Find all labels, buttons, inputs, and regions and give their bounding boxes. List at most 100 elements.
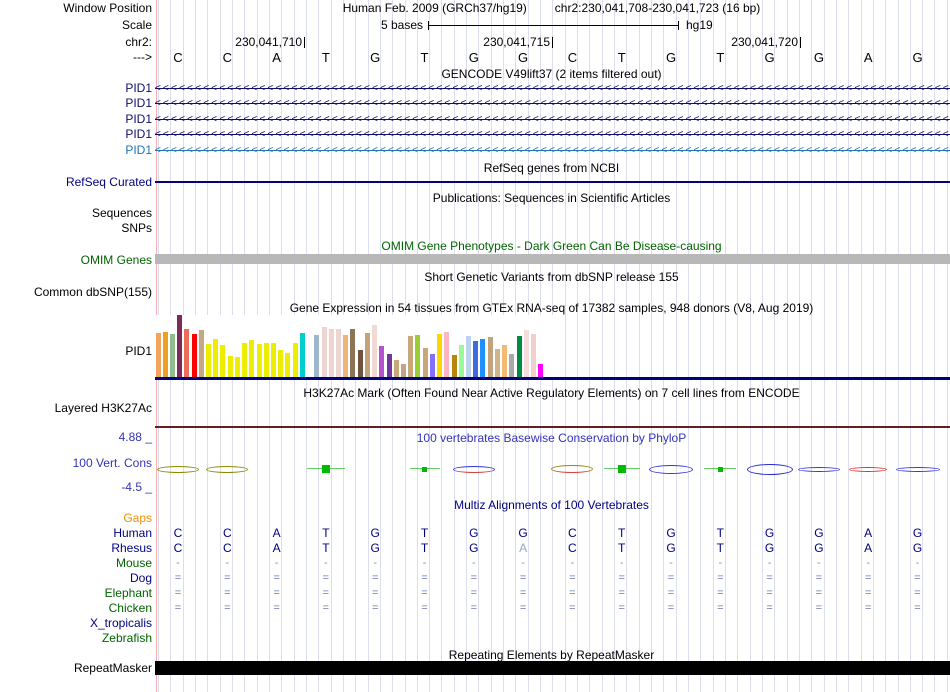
gtex-expression-bar[interactable]	[242, 343, 247, 377]
repeatmasker-label[interactable]: RepeatMasker	[73, 661, 152, 675]
gtex-expression-bar[interactable]	[358, 350, 363, 377]
gencode-transcript-line[interactable]	[155, 134, 950, 135]
gtex-expression-bar[interactable]	[459, 345, 464, 377]
gtex-expression-bar[interactable]	[538, 364, 543, 377]
gencode-track-title[interactable]: GENCODE V49lift37 (2 items filtered out)	[441, 67, 662, 81]
gtex-expression-bar[interactable]	[502, 345, 507, 377]
gencode-transcript-line[interactable]	[155, 119, 950, 120]
gencode-item-label[interactable]: PID1	[125, 143, 152, 157]
publications-track-title[interactable]: Publications: Sequences in Scientific Ar…	[432, 191, 671, 205]
gtex-track-title[interactable]: Gene Expression in 54 tissues from GTEx …	[289, 301, 814, 315]
gtex-expression-bar[interactable]	[466, 336, 471, 377]
conservation-mark[interactable]	[746, 463, 793, 475]
gencode-strand-arrows[interactable]: <<<<<<<<<<<<<<<<<<<<<<<<<<<<<<<<<<<<<<<<…	[155, 145, 950, 156]
gtex-expression-bar[interactable]	[285, 353, 290, 377]
gencode-item-label[interactable]: PID1	[125, 81, 152, 95]
gtex-expression-bar[interactable]	[199, 330, 204, 377]
gtex-expression-bar[interactable]	[343, 335, 348, 377]
omim-genes-label[interactable]: OMIM Genes	[80, 253, 152, 267]
conservation-mark-square[interactable]	[321, 465, 330, 473]
gtex-expression-bar[interactable]	[531, 334, 536, 377]
gtex-expression-bar[interactable]	[192, 334, 197, 377]
gtex-expression-bar[interactable]	[264, 343, 269, 377]
multiz-species-label-elephant[interactable]: Elephant	[104, 586, 152, 600]
gtex-expression-bar[interactable]	[379, 346, 384, 377]
refseq-track-title[interactable]: RefSeq genes from NCBI	[483, 161, 620, 175]
multiz-species-label-x_tropicalis[interactable]: X_tropicalis	[89, 616, 152, 630]
gtex-expression-bar[interactable]	[444, 332, 449, 377]
multiz-species-label-dog[interactable]: Dog	[129, 571, 152, 585]
gtex-expression-bar[interactable]	[480, 339, 485, 377]
gtex-expression-bar[interactable]	[249, 340, 254, 377]
gtex-expression-bar[interactable]	[394, 360, 399, 377]
gtex-expression-bar[interactable]	[387, 354, 392, 377]
gtex-gene-label[interactable]: PID1	[125, 344, 152, 358]
gtex-expression-bar[interactable]	[271, 343, 276, 377]
conservation-mark[interactable]	[551, 465, 594, 473]
conservation-mark[interactable]	[797, 466, 840, 472]
conservation-mark[interactable]	[649, 464, 693, 474]
gencode-item-label[interactable]: PID1	[125, 96, 152, 110]
gtex-expression-bar[interactable]	[184, 329, 189, 377]
repeatmasker-bar[interactable]	[155, 661, 950, 675]
common-dbsnp-label[interactable]: Common dbSNP(155)	[33, 285, 152, 299]
gtex-expression-bar[interactable]	[509, 354, 514, 377]
gtex-expression-bar[interactable]	[314, 335, 319, 377]
conservation-mark-square[interactable]	[717, 466, 723, 472]
gtex-expression-bar[interactable]	[163, 332, 168, 377]
gtex-expression-bar[interactable]	[300, 333, 305, 377]
multiz-species-label-human[interactable]: Human	[113, 526, 152, 540]
omim-track-title[interactable]: OMIM Gene Phenotypes - Dark Green Can Be…	[381, 239, 722, 253]
snps-label[interactable]: SNPs	[121, 221, 152, 235]
gtex-expression-bar[interactable]	[430, 354, 435, 377]
gtex-expression-bar[interactable]	[235, 357, 240, 377]
gtex-expression-bar[interactable]	[488, 337, 493, 377]
dbsnp-track-title[interactable]: Short Genetic Variants from dbSNP releas…	[424, 270, 679, 284]
gtex-expression-bar[interactable]	[495, 349, 500, 377]
gencode-strand-arrows[interactable]: <<<<<<<<<<<<<<<<<<<<<<<<<<<<<<<<<<<<<<<<…	[155, 129, 950, 140]
gtex-expression-bar[interactable]	[336, 329, 341, 377]
refseq-gene-line[interactable]	[155, 181, 950, 183]
gencode-transcript-line[interactable]	[155, 150, 950, 151]
gtex-expression-bar[interactable]	[156, 333, 161, 377]
gencode-transcript-line[interactable]	[155, 103, 950, 104]
refseq-curated-label[interactable]: RefSeq Curated	[65, 175, 152, 189]
conservation-mark[interactable]	[895, 466, 940, 472]
repeatmasker-track-title[interactable]: Repeating Elements by RepeatMasker	[448, 648, 655, 662]
gencode-strand-arrows[interactable]: <<<<<<<<<<<<<<<<<<<<<<<<<<<<<<<<<<<<<<<<…	[155, 98, 950, 109]
conservation-mark-square[interactable]	[422, 466, 427, 472]
gtex-expression-bar[interactable]	[177, 315, 182, 377]
gencode-item-label[interactable]: PID1	[125, 127, 152, 141]
gtex-expression-bar[interactable]	[517, 336, 522, 377]
gtex-expression-bar[interactable]	[257, 344, 262, 377]
multiz-species-label-chicken[interactable]: Chicken	[108, 601, 152, 615]
gtex-expression-bar[interactable]	[372, 325, 377, 377]
conservation-mark-square[interactable]	[617, 465, 626, 473]
conservation-mark[interactable]	[157, 465, 199, 473]
gtex-expression-bar[interactable]	[350, 329, 355, 377]
gtex-expression-bar[interactable]	[293, 343, 298, 377]
gtex-expression-bar[interactable]	[473, 341, 478, 377]
conservation-mark[interactable]	[452, 465, 495, 473]
conservation-mark[interactable]	[206, 465, 249, 473]
multiz-species-label-zebrafish[interactable]: Zebrafish	[101, 631, 152, 645]
h3k27ac-track-title[interactable]: H3K27Ac Mark (Often Found Near Active Re…	[303, 386, 800, 400]
gtex-expression-bar[interactable]	[524, 330, 529, 377]
gencode-strand-arrows[interactable]: <<<<<<<<<<<<<<<<<<<<<<<<<<<<<<<<<<<<<<<<…	[155, 114, 950, 125]
gtex-expression-bar[interactable]	[206, 344, 211, 377]
layered-h3k27ac-label[interactable]: Layered H3K27Ac	[54, 401, 152, 415]
gtex-expression-bar[interactable]	[365, 333, 370, 377]
gencode-item-label[interactable]: PID1	[125, 112, 152, 126]
gencode-strand-arrows[interactable]: <<<<<<<<<<<<<<<<<<<<<<<<<<<<<<<<<<<<<<<<…	[155, 83, 950, 94]
gtex-expression-bar[interactable]	[401, 364, 406, 377]
gtex-expression-bar[interactable]	[437, 334, 442, 377]
gtex-expression-bar[interactable]	[322, 327, 327, 377]
gtex-expression-bar[interactable]	[278, 350, 283, 377]
conservation-track-label[interactable]: 100 Vert. Cons	[72, 456, 152, 470]
conservation-track-title[interactable]: 100 vertebrates Basewise Conservation by…	[416, 431, 687, 445]
omim-gene-bar[interactable]	[155, 254, 950, 264]
multiz-track-title[interactable]: Multiz Alignments of 100 Vertebrates	[454, 498, 649, 512]
gtex-expression-bar[interactable]	[423, 348, 428, 377]
multiz-species-label-mouse[interactable]: Mouse	[115, 556, 152, 570]
gtex-expression-bar[interactable]	[213, 339, 218, 377]
